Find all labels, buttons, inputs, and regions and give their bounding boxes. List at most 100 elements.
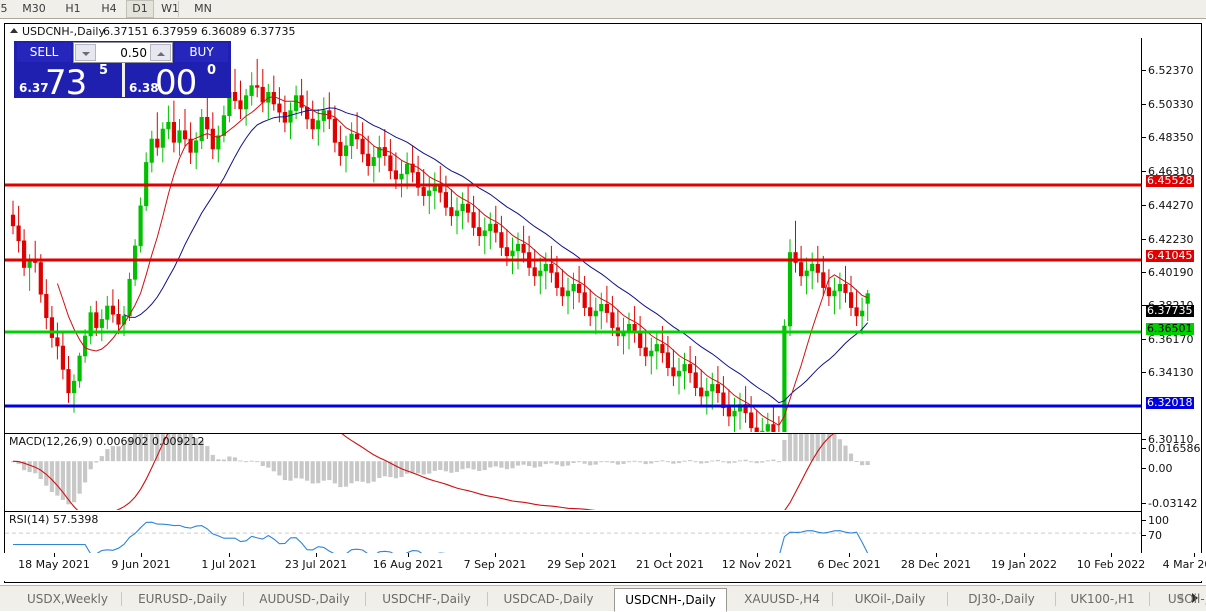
time-tick [141,553,142,557]
time-tick-label: 28 Dec 2021 [900,558,972,571]
time-tick [408,553,409,557]
macd-tick-label: 0.016586 [1148,442,1201,455]
price-scale[interactable]: 6.52370 6.50330 6.48350 6.46310 6.44270 6.422… [1142,38,1201,580]
price-pane[interactable] [5,38,1141,432]
sell-price-main: 73 [45,63,87,97]
lot-size-stepper[interactable]: 0.50 [73,42,173,63]
tab-separator [947,592,948,606]
buy-price-display[interactable]: 6.38 00 0 [127,63,228,97]
time-scale[interactable]: 18 May 2021 9 Jun 2021 1 Jul 2021 23 Jul 20… [4,553,1206,581]
chart-tab-uk100-h1[interactable]: UK100-,H1 [1070,592,1135,606]
time-tick [1194,553,1195,557]
price-tick [1142,171,1146,172]
timeframe-m30[interactable]: M30 [22,2,46,15]
time-tick-label: 23 Jul 2021 [284,558,348,571]
sell-button[interactable]: SELL [17,43,71,62]
timeframe-d1[interactable]: D1 [126,0,154,18]
toolbar-filler [179,0,1206,18]
price-tick-label: 6.36170 [1148,333,1194,346]
price-tick-label: 6.52370 [1148,64,1194,77]
chart-header: USDCNH-,Daily 6.37151 6.37959 6.36089 6.… [5,24,1201,38]
macd-tick-label: -0.03142 [1148,497,1198,510]
rsi-tick [1142,520,1146,521]
macd-tick-label: 0.00 [1148,462,1173,475]
timeframe-h4[interactable]: H4 [101,2,117,15]
price-tag-red: 6.45528 [1146,174,1194,187]
time-tick-label: 12 Nov 2021 [721,558,793,571]
chart-tab-usdchf-daily[interactable]: USDCHF-,Daily [382,592,471,606]
time-tick-label: 21 Oct 2021 [635,558,705,571]
chart-tab-xauusd-h4[interactable]: XAUUSD-,H4 [744,592,820,606]
time-tick [316,553,317,557]
price-tick [1142,372,1146,373]
macd-tick [1142,503,1146,504]
rsi-tick [1142,535,1146,536]
rsi-tick-label: 100 [1148,514,1169,527]
chart-tab-ukoil-daily[interactable]: UKOil-,Daily [854,592,926,606]
chart-tab-bar[interactable]: USDX,Weekly EURUSD-,Daily AUDUSD-,Daily USD… [0,585,1206,612]
scroll-left-icon[interactable] [1177,593,1183,603]
chart-tab-usoil-h1[interactable]: USOil-,H1 [1167,592,1206,606]
time-tick-label: 1 Jul 2021 [201,558,257,571]
buy-price-main: 00 [155,63,197,97]
lot-decrement-button[interactable] [75,44,96,61]
price-tick [1142,339,1146,340]
sell-price-prefix: 6.37 [19,81,49,95]
tab-separator [365,592,366,606]
scroll-right-icon[interactable] [1192,593,1198,603]
toolbar-separator [178,1,179,17]
price-tick [1142,104,1146,105]
macd-tick [1142,448,1146,449]
tab-separator [832,592,833,606]
tab-separator [1149,592,1150,606]
collapse-triangle-icon[interactable] [10,28,18,33]
lot-size-value[interactable]: 0.50 [120,46,147,60]
sell-price-display[interactable]: 6.37 73 5 [17,63,120,97]
price-tick-label: 6.46310 [1148,165,1194,178]
buy-button[interactable]: BUY [175,43,228,62]
time-tick-label: 16 Aug 2021 [372,558,444,571]
price-tag-black: 6.37735 [1146,304,1194,317]
price-tick-label: 6.44270 [1148,199,1194,212]
chart-tab-usdx-weekly[interactable]: USDX,Weekly [27,592,108,606]
macd-pane[interactable]: MACD(12,26,9) 0.006902 0.009212 [5,433,1141,511]
tab-separator [243,592,244,606]
chart-tab-usdcad-daily[interactable]: USDCAD-,Daily [503,592,594,606]
time-tick [229,553,230,557]
chart-tab-audusd-daily[interactable]: AUDUSD-,Daily [259,592,350,606]
buy-price-fraction: 0 [207,63,217,78]
macd-plot [10,434,870,510]
timeframe-h1[interactable]: H1 [65,2,81,15]
time-tick [849,553,850,557]
price-tick [1142,305,1146,306]
time-tick [1111,553,1112,557]
time-tick [1024,553,1025,557]
chart-window[interactable]: USDCNH-,Daily 6.37151 6.37959 6.36089 6.… [4,23,1202,583]
time-tick-label: 10 Feb 2022 [1076,558,1146,571]
one-click-trading-panel[interactable]: SELL 0.50 BUY 6.37 73 5 6.38 00 0 [14,41,231,98]
moving-average-slow-line [123,107,869,404]
horizontal-level-lines[interactable] [5,183,1141,408]
lot-increment-button[interactable] [150,44,171,61]
price-tick [1142,205,1146,206]
macd-tick [1142,468,1146,469]
spin-up-icon [157,52,165,56]
price-tag-red: 6.41045 [1146,249,1194,262]
spin-down-icon [82,52,90,56]
sell-price-fraction: 5 [99,63,109,78]
macd-label: MACD(12,26,9) 0.006902 0.009212 [9,435,205,448]
timeframe-mn[interactable]: MN [194,2,212,15]
price-tick-label: 6.50330 [1148,98,1194,111]
chart-tab-dj30-daily[interactable]: DJ30-,Daily [968,592,1035,606]
timeframe-m5[interactable]: 5 [0,2,8,15]
chart-tab-usdcnh-daily[interactable]: USDCNH-,Daily [614,588,727,612]
price-tick [1142,239,1146,240]
macd-signal-line [12,434,834,510]
time-tick [495,553,496,557]
timeframe-w1[interactable]: W1 [161,2,179,15]
chart-symbol-label: USDCNH-,Daily [22,25,105,38]
price-tick [1142,272,1146,273]
tab-separator [487,592,488,606]
chart-tab-eurusd-daily[interactable]: EURUSD-,Daily [138,592,227,606]
price-tick-label: 6.30110 [1148,433,1194,446]
